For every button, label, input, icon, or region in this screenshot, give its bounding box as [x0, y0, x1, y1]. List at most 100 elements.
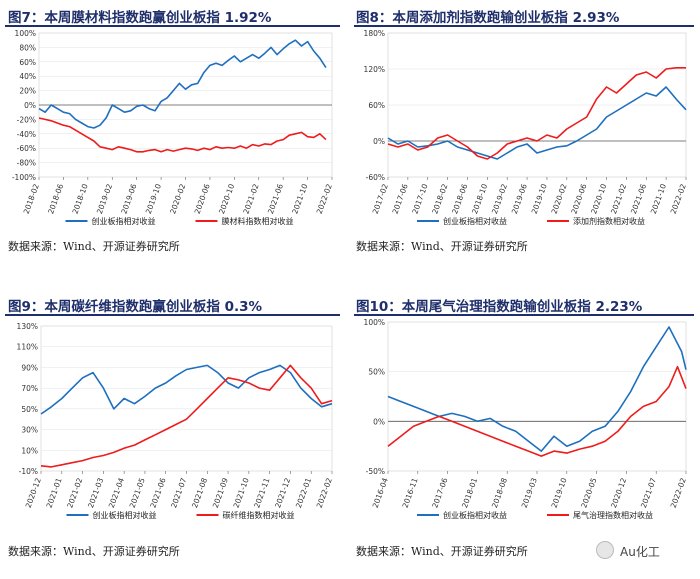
x-tick-label: 2019-02 — [490, 182, 509, 215]
x-tick-label: 2019-10 — [530, 182, 549, 215]
y-tick-label: 100% — [15, 29, 36, 38]
series-line-1 — [387, 326, 687, 452]
x-tick-label: 2021-10 — [649, 182, 668, 215]
legend-label: 创业板指相对收益 — [93, 510, 157, 520]
y-tick-label: 20% — [19, 87, 36, 96]
x-tick-label: 2021-05 — [128, 476, 147, 509]
chart1-title-rule — [5, 25, 340, 27]
x-tick-label: 2020-02 — [168, 182, 187, 215]
series-line-1 — [387, 86, 687, 160]
chart2-title: 图8：本周添加剂指数跑输创业板指 2.93% — [356, 10, 620, 26]
x-tick-label: 2020-10 — [217, 182, 236, 215]
x-tick-label: 2017-10 — [410, 182, 429, 215]
x-tick-label: 2022-01 — [294, 476, 313, 509]
x-tick-label: 2021-12 — [273, 476, 292, 509]
x-tick-label: 2021-02 — [65, 476, 84, 509]
y-tick-label: -10% — [19, 467, 38, 476]
legend-label: 膜材料指数相对收益 — [222, 216, 294, 226]
x-tick-label: 2021-08 — [190, 476, 209, 509]
series-line-2 — [387, 365, 687, 457]
chart4-title: 图10：本周尾气治理指数跑输创业板指 2.23% — [356, 299, 643, 315]
x-tick-label: 2022-02 — [669, 182, 688, 215]
y-tick-label: 60% — [368, 101, 385, 110]
y-tick-label: 130% — [17, 322, 38, 331]
chart4-source: 数据来源：Wind、开源证券研究所 — [356, 545, 528, 558]
x-tick-label: 2021-04 — [107, 476, 126, 509]
x-tick-label: 2019-03 — [520, 476, 539, 509]
x-tick-label: 2019-10 — [550, 476, 569, 509]
y-tick-label: 40% — [19, 72, 36, 81]
y-tick-label: -50% — [366, 467, 385, 476]
x-tick-label: 2019-10 — [144, 182, 163, 215]
x-tick-label: 2017-06 — [391, 182, 410, 215]
legend-label: 创业板指相对收益 — [443, 510, 507, 520]
x-tick-label: 2016-11 — [401, 476, 420, 509]
x-tick-label: 2018-08 — [490, 476, 509, 509]
chart3-svg: 130%110%90%70%50%30%10%-10%2020-12 2021-0… — [17, 322, 334, 520]
x-tick-label: 2021-02 — [241, 182, 260, 215]
y-tick-label: 0% — [373, 137, 385, 146]
x-tick-label: 2021-10 — [290, 182, 309, 215]
y-tick-label: 120% — [364, 65, 385, 74]
series-line-2 — [40, 364, 333, 468]
y-tick-label: -80% — [17, 159, 36, 168]
x-tick-label: 2021-03 — [86, 476, 105, 509]
x-tick-label: 2019-02 — [95, 182, 114, 215]
x-tick-label: 2021-02 — [609, 182, 628, 215]
y-tick-label: 30% — [21, 426, 38, 435]
x-tick-label: 2019-06 — [119, 182, 138, 215]
y-tick-label: 60% — [19, 58, 36, 67]
chart3-source: 数据来源：Wind、开源证券研究所 — [8, 545, 180, 558]
x-tick-label: 2019-06 — [510, 182, 529, 215]
series-line-2 — [387, 67, 686, 160]
chart1-source: 数据来源：Wind、开源证券研究所 — [8, 240, 180, 253]
x-tick-label: 2018-06 — [46, 182, 65, 215]
chart3-title-rule — [5, 314, 340, 316]
chart1-svg: 100%80%60%40%20%0%-20%-40%-60%-80%-100%2… — [12, 29, 334, 226]
y-tick-label: -100% — [12, 173, 36, 182]
legend-label: 尾气治理指数相对收益 — [573, 510, 653, 520]
x-tick-label: 2021-01 — [44, 476, 63, 509]
x-tick-label: 2021-07 — [639, 476, 658, 509]
x-tick-label: 2021-06 — [266, 182, 285, 215]
y-tick-label: 50% — [368, 368, 385, 377]
x-tick-label: 2020-12 — [609, 476, 628, 509]
x-tick-label: 2018-10 — [470, 182, 489, 215]
y-tick-label: -20% — [17, 115, 36, 124]
chart4-svg: 100% 50% 0% -50%2016-04 2016-11 2017-06 2018-0… — [364, 318, 688, 520]
y-tick-label: 70% — [21, 384, 38, 393]
x-tick-label: 2021-06 — [629, 182, 648, 215]
y-tick-label: 0% — [373, 417, 385, 426]
series-line-2 — [38, 117, 327, 153]
watermark-text: Au化工 — [620, 545, 660, 559]
chart2-source: 数据来源：Wind、开源证券研究所 — [356, 240, 528, 253]
x-tick-label: 2016-04 — [371, 476, 390, 509]
x-tick-label: 2017-06 — [430, 476, 449, 509]
chart1-title: 图7：本周膜材料指数跑赢创业板指 1.92% — [8, 10, 272, 26]
x-tick-label: 2020-10 — [589, 182, 608, 215]
y-tick-label: 100% — [364, 318, 385, 327]
y-tick-label: -60% — [17, 144, 36, 153]
x-tick-label: 2021-07 — [169, 476, 188, 509]
x-tick-label: 2021-09 — [211, 476, 230, 509]
legend-label: 碳纤维指数相对收益 — [223, 510, 295, 520]
wechat-icon — [596, 541, 614, 559]
x-tick-label: 2018-10 — [71, 182, 90, 215]
x-tick-label: 2020-02 — [550, 182, 569, 215]
x-tick-label: 2021-06 — [148, 476, 167, 509]
x-tick-label: 2020-12 — [24, 476, 43, 509]
x-tick-label: 2018-01 — [460, 476, 479, 509]
series-line-1 — [38, 39, 327, 129]
x-tick-label: 2018-02 — [22, 182, 41, 215]
x-tick-label: 2018-02 — [430, 182, 449, 215]
legend-label: 创业板指相对收益 — [443, 216, 507, 226]
y-tick-label: 90% — [21, 363, 38, 372]
y-tick-label: 180% — [364, 29, 385, 38]
legend-label: 添加剂指数相对收益 — [573, 216, 645, 226]
x-tick-label: 2020-06 — [193, 182, 212, 215]
y-tick-label: 50% — [21, 405, 38, 414]
x-tick-label: 2018-06 — [450, 182, 469, 215]
x-tick-label: 2017-02 — [371, 182, 390, 215]
y-tick-label: 80% — [19, 43, 36, 52]
x-tick-label: 2022-02 — [669, 476, 688, 509]
